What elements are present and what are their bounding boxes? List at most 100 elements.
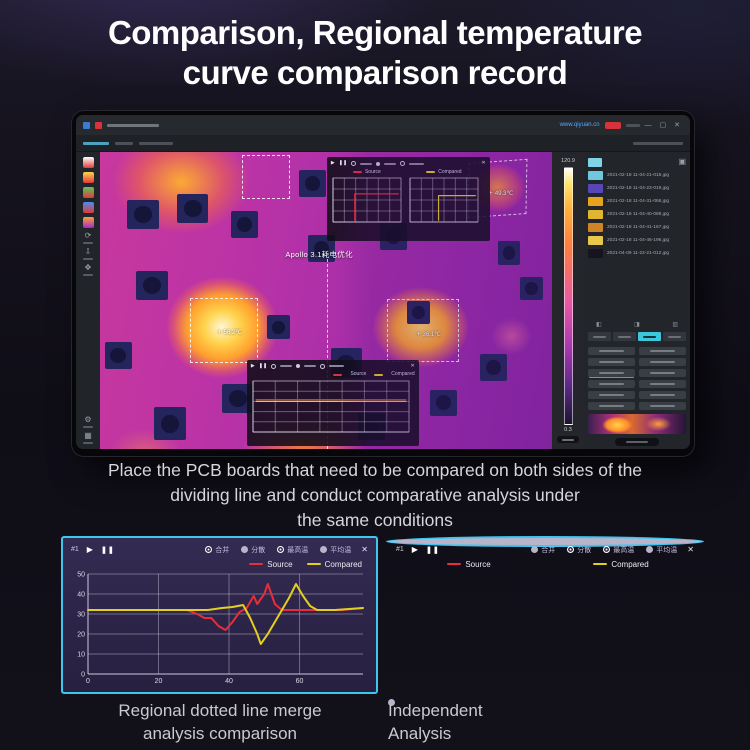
page-title: Comparison, Regional temperature curve c… [0, 13, 750, 93]
close-button[interactable]: ✕ [687, 545, 694, 554]
pcb-component [429, 389, 458, 417]
settings-button[interactable] [639, 391, 686, 399]
radio-icon[interactable] [567, 546, 575, 553]
tab[interactable] [613, 332, 636, 341]
overlay-chart-panel-top[interactable]: ▶ ❚❚ ✕ Source [326, 157, 490, 241]
radio-icon[interactable] [205, 546, 213, 553]
radio-option-分散[interactable]: 分散 [567, 545, 591, 555]
settings-button[interactable] [588, 380, 635, 388]
thermal-image[interactable]: Apollo 3.1耗电优化 +49.3℃ +56.2℃ +36.1℃ ▶ ❚❚ [100, 152, 552, 449]
radio-icon [400, 161, 406, 167]
app-logo-icon [83, 121, 90, 129]
file-list-item[interactable]: 2021-02-18 11-04-31-066.jpg [588, 195, 686, 208]
palette-icon[interactable] [82, 202, 94, 213]
palette-icon[interactable] [82, 187, 94, 198]
settings-button[interactable] [588, 402, 635, 410]
palette-toolbar: ⟳ ⇩ ✥ ⚙ ▦ [76, 152, 100, 449]
radio-option-分散[interactable]: 分散 [241, 545, 265, 555]
tool-icon[interactable]: ✥ [83, 264, 93, 276]
radio-option-合并[interactable]: 合并 [531, 545, 555, 555]
app-body: ⟳ ⇩ ✥ ⚙ ▦ Apollo 3.1耗电优化 +49.3℃ +56.2℃ +36.1… [76, 152, 690, 449]
region-annotation: Apollo 3.1耗电优化 [285, 249, 353, 259]
pcb-component [497, 241, 521, 265]
file-list-item[interactable]: 2021-02-18 11-04-40-088.jpg [588, 208, 686, 221]
radio-icon[interactable] [531, 546, 539, 553]
radio-icon[interactable] [603, 546, 611, 553]
file-name: 2021-02-18 11-04-31-066.jpg [607, 199, 670, 204]
preview-thermal-strip[interactable] [588, 414, 686, 434]
tool-icon[interactable]: ⟳ [83, 232, 93, 244]
settings-button[interactable] [588, 369, 635, 377]
radio-option-最高温[interactable]: 最高温 [603, 545, 634, 555]
play-icon: ▶ [250, 362, 255, 369]
scale-settings-button[interactable] [557, 436, 579, 443]
scale-min-label: 0.3 [564, 427, 572, 433]
roi-region-left[interactable] [190, 297, 258, 364]
radio-label: 平均温 [656, 546, 678, 554]
roi-region-topleft[interactable] [242, 154, 290, 199]
radio-option-平均温[interactable]: 平均温 [646, 545, 677, 555]
file-list-item[interactable]: 2021-02-18 11-04-46-196.jpg [588, 234, 686, 247]
laptop-frame: www.qiyuan.cn — ▢ ✕ ⟳ ⇩ ✥ ⚙ ▦ Apollo 3.1耗电优化… [72, 111, 694, 456]
export-button[interactable] [615, 438, 659, 446]
settings-icon[interactable]: ▦ [83, 432, 93, 444]
tab[interactable] [663, 332, 686, 341]
menu-item[interactable] [139, 141, 173, 145]
tab[interactable] [588, 332, 611, 341]
play-button[interactable]: ▶ [411, 545, 418, 554]
settings-button[interactable] [588, 391, 635, 399]
radio-option-合并[interactable]: 合并 [205, 545, 229, 555]
play-button[interactable]: ▶ [86, 545, 93, 554]
settings-icon[interactable]: ⚙ [83, 416, 93, 428]
tool-icon[interactable]: ◧ [596, 322, 602, 328]
tool-icon[interactable]: ⇩ [83, 248, 93, 260]
menu-item[interactable] [83, 141, 109, 145]
settings-button[interactable] [639, 358, 686, 366]
menu-item[interactable] [115, 141, 133, 145]
settings-button[interactable] [588, 358, 635, 366]
close-button[interactable]: ✕ [361, 545, 368, 554]
roi-region-right[interactable] [387, 299, 460, 362]
scale-gradient-bar[interactable] [563, 167, 573, 425]
file-list: 2021-02-18 11-04-21-015.jpg 2021-02-18 11… [588, 169, 686, 260]
tool-icon[interactable]: ◨ [634, 322, 640, 328]
tab-active[interactable] [638, 332, 661, 341]
radio-icon[interactable] [646, 546, 654, 553]
file-list-item[interactable]: 2021-04-09 11-22-21-012.jpg [588, 247, 686, 260]
folder-icon[interactable]: ▣ [678, 157, 686, 166]
overlay-toolbar[interactable]: ▶ ❚❚ ✕ [331, 159, 486, 168]
file-thumbnail [588, 184, 603, 193]
settings-button[interactable] [639, 369, 686, 377]
pause-button[interactable]: ❚❚ [425, 546, 440, 554]
tool-icon[interactable]: ▥ [672, 322, 678, 328]
radio-icon[interactable] [241, 546, 249, 553]
gallery-header: ▣ [588, 155, 686, 169]
palette-icon[interactable] [82, 172, 94, 183]
settings-button[interactable] [639, 402, 686, 410]
radio-option-最高温[interactable]: 最高温 [277, 545, 308, 555]
overlay-chart-panel-bottom[interactable]: ▶ ❚❚ ✕ Source Compared [246, 359, 419, 447]
settings-button[interactable] [588, 347, 635, 355]
settings-button[interactable] [639, 347, 686, 355]
palette-icon[interactable] [82, 217, 94, 228]
panel-id: #1 [71, 546, 79, 553]
overlay-chart [252, 380, 410, 433]
pcb-component [298, 169, 326, 197]
settings-button[interactable] [639, 380, 686, 388]
pcb-component [104, 342, 132, 369]
window-controls[interactable]: — ▢ ✕ [644, 122, 683, 129]
radio-icon[interactable] [277, 546, 285, 553]
file-list-item[interactable]: 2021-02-18 11-04-41-167.jpg [588, 221, 686, 234]
selected-thumbnail[interactable] [588, 157, 602, 167]
palette-icon[interactable] [82, 157, 94, 168]
overlay-toolbar[interactable]: ▶ ❚❚ ✕ [251, 362, 415, 371]
user-menu[interactable] [625, 123, 640, 127]
pause-button[interactable]: ❚❚ [100, 546, 115, 554]
file-list-item[interactable]: 2021-02-18 11-04-21-015.jpg [588, 169, 686, 182]
file-list-item[interactable]: 2021-02-18 11-04-23-019.jpg [588, 182, 686, 195]
radio-option-平均温[interactable]: 平均温 [320, 545, 351, 555]
vendor-url[interactable]: www.qiyuan.cn [559, 122, 600, 128]
radio-icon[interactable] [320, 546, 328, 553]
